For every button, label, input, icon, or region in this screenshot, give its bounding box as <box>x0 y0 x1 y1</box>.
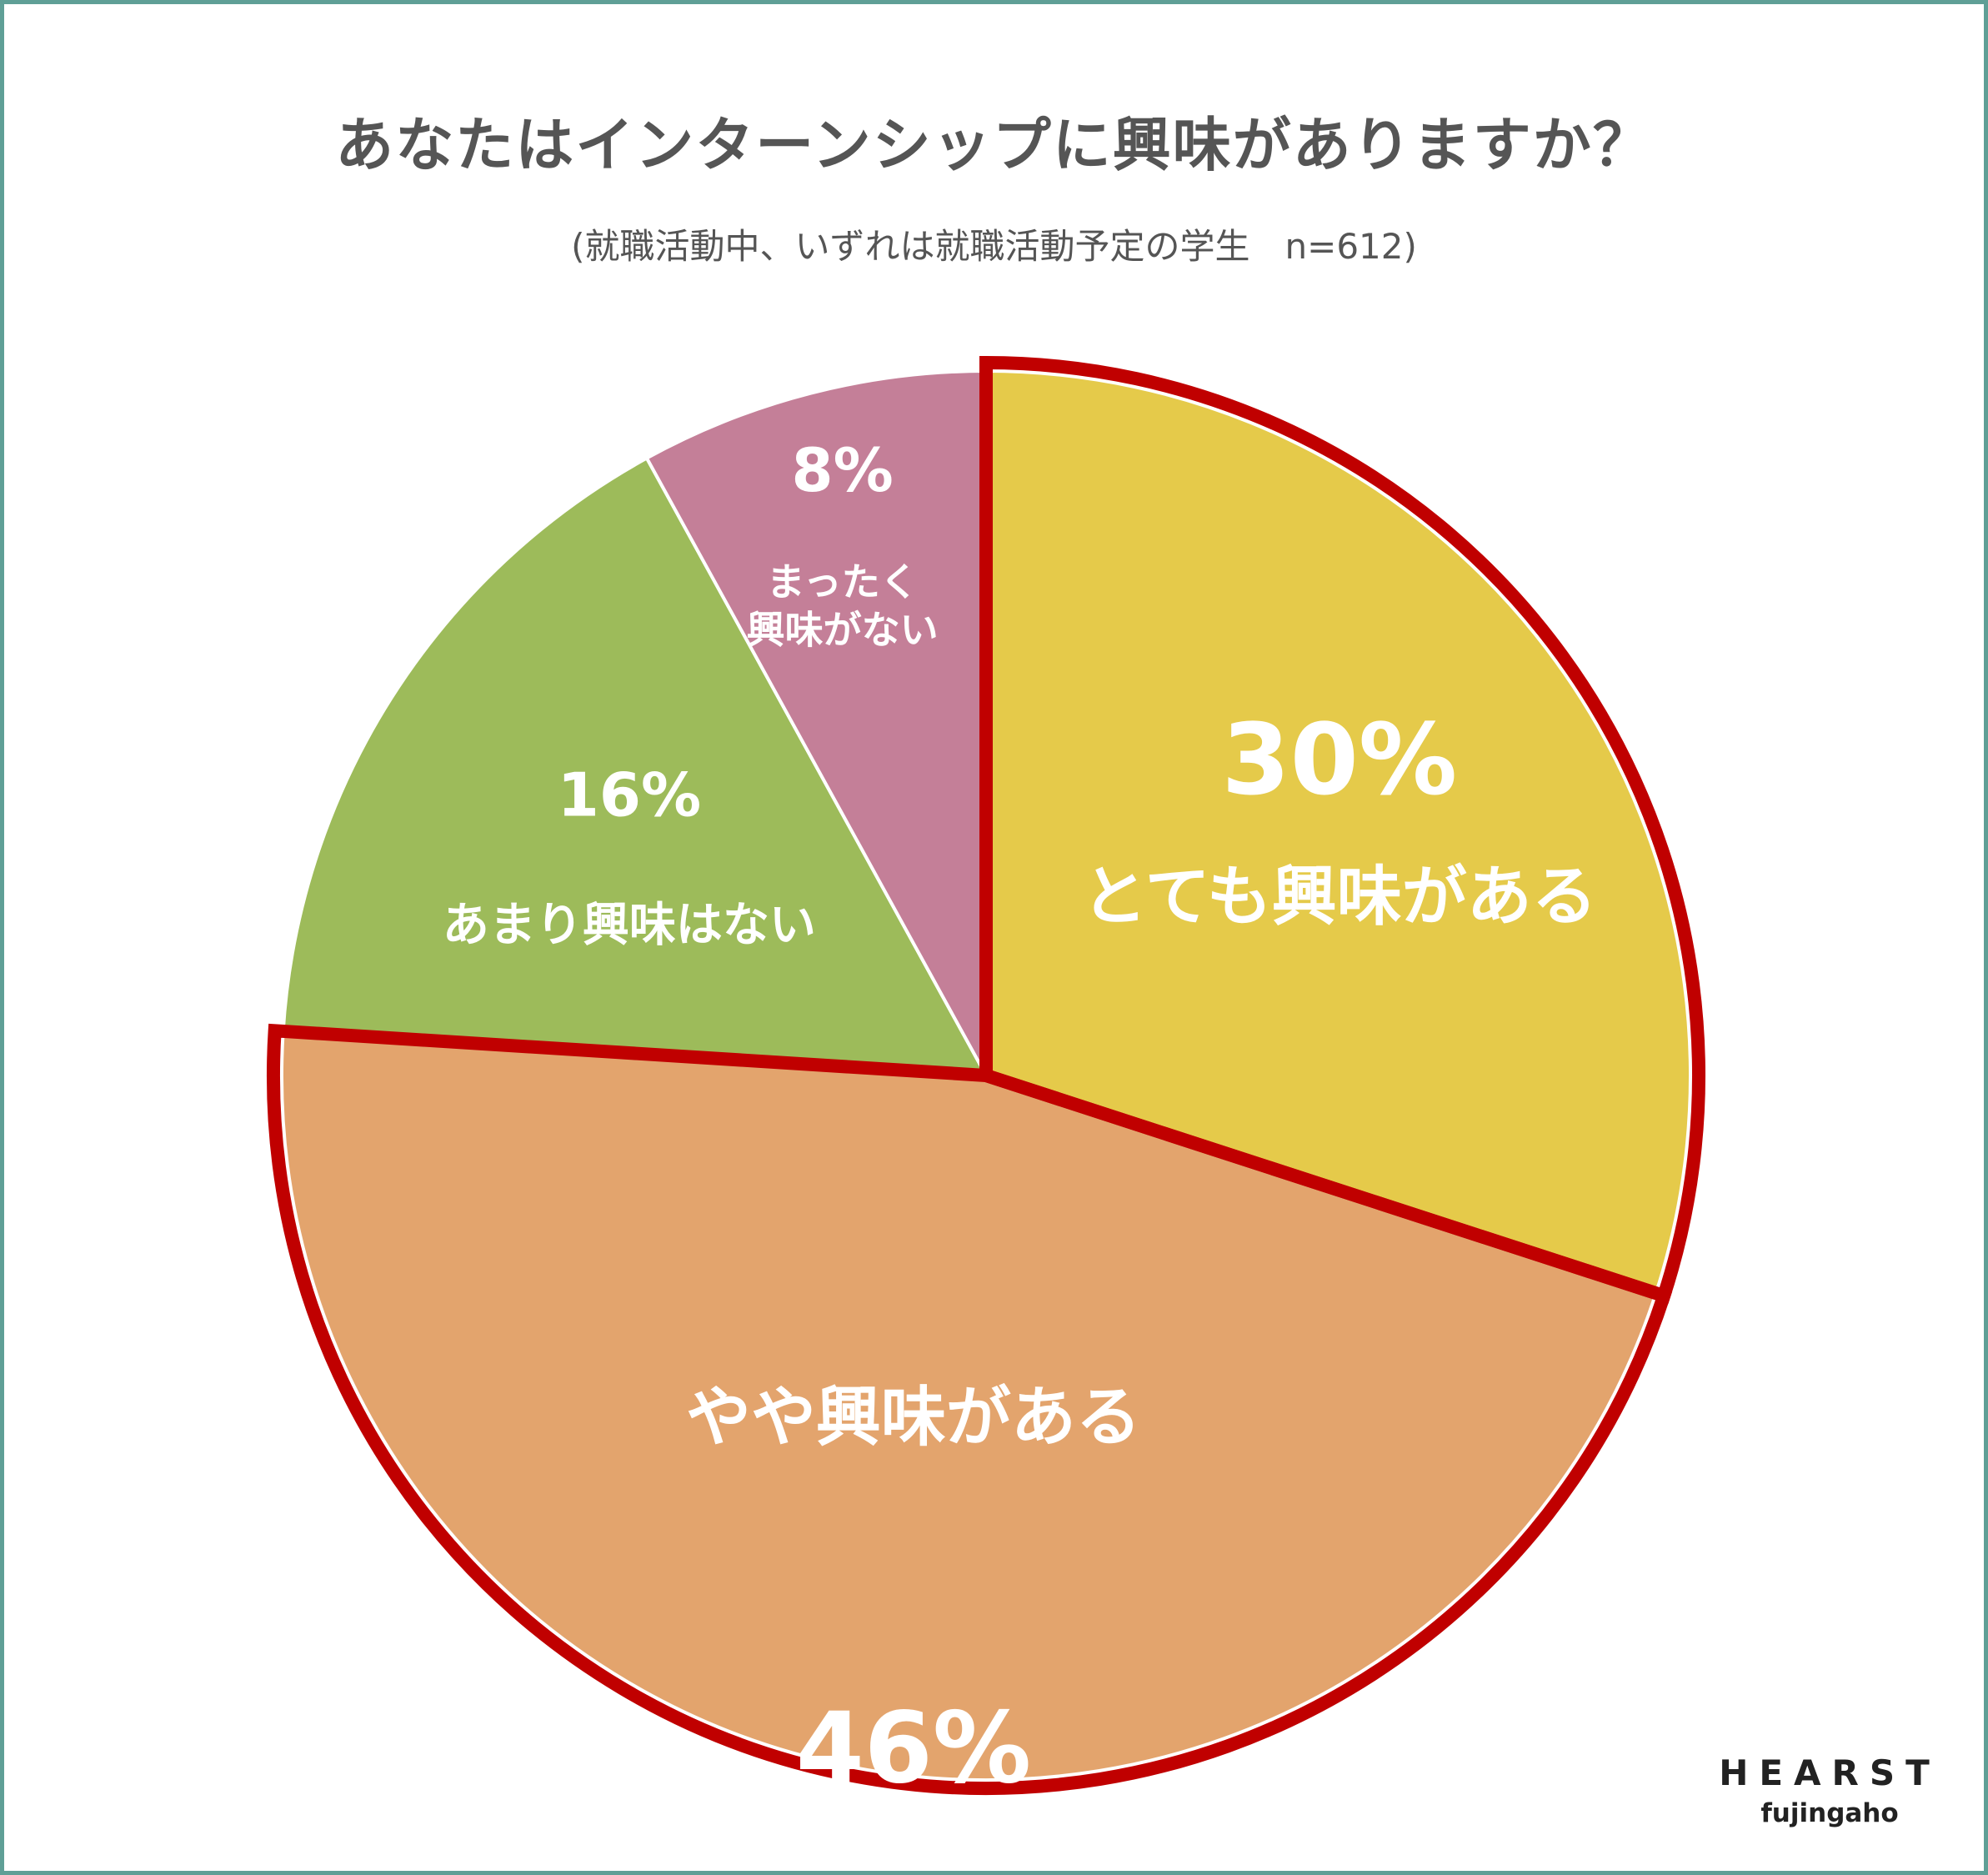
slice-label-3-line-0: まったく <box>767 559 919 604</box>
slice-label-3-line-1: 興味がない <box>747 607 939 652</box>
slice-label-2: あまり興味はない <box>443 898 816 952</box>
pie-slice-0 <box>984 368 1692 1296</box>
pie-slices <box>280 368 1692 1782</box>
slice-percent-0: 30% <box>1222 702 1457 817</box>
slice-label-1: やや興味がある <box>686 1381 1141 1456</box>
pie-labels: 30% とても興味がある 46% やや興味がある 16% あまり興味はない 8% まったく興味… <box>443 435 1597 1806</box>
slice-label-0: とても興味がある <box>1082 860 1597 935</box>
chart-title: あなたはインターンシップに興味がありますか？ <box>335 111 1653 179</box>
pie-slice-3 <box>644 368 988 1076</box>
slice-percent-2: 16% <box>558 760 701 830</box>
pie-highlights <box>267 355 1705 1795</box>
slice-percent-3: 8% <box>792 435 894 505</box>
slice-percent-1: 46% <box>796 1690 1031 1805</box>
chart-subtitle: (就職活動中、いずれは就職活動予定の学生 n=612) <box>571 226 1417 267</box>
pie-slice-2 <box>281 455 989 1078</box>
pie-slice-1 <box>280 1029 1659 1782</box>
hearst-logo: HEARST <box>1719 1752 1940 1793</box>
pie-slice-highlight-1 <box>267 1023 1673 1795</box>
fujingaho-logo: fujingaho <box>1760 1798 1899 1828</box>
pie-slice-highlight-0 <box>979 355 1705 1305</box>
